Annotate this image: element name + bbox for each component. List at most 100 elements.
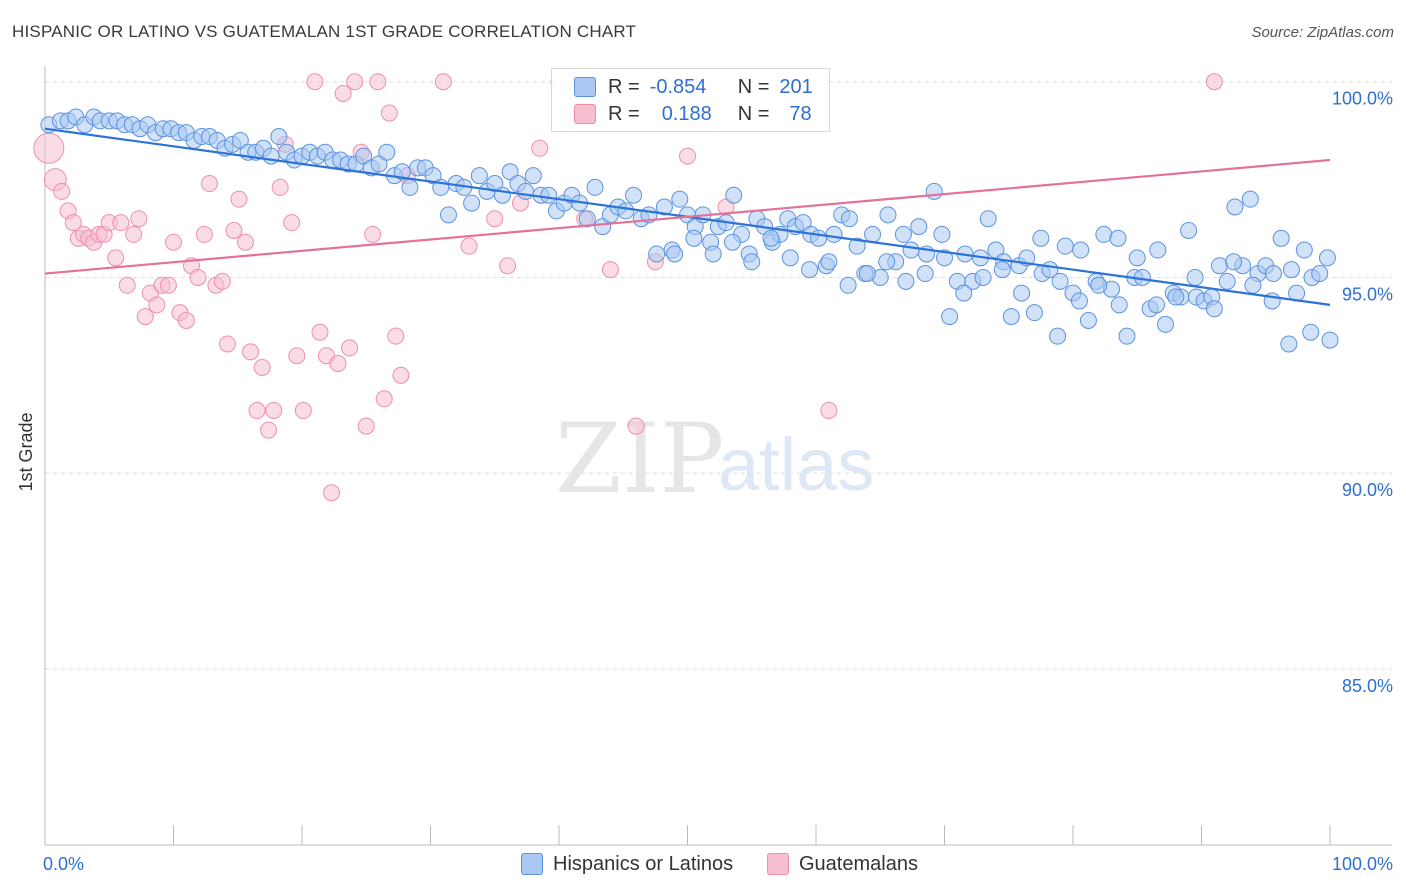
hispanics-point [1167, 288, 1185, 306]
guatemalans-point [346, 73, 364, 91]
legend-r-value: 0.188 [661, 102, 712, 125]
guatemalans-point [499, 257, 517, 275]
hispanics-point [1218, 272, 1236, 290]
hispanics-point [825, 225, 843, 243]
legend-r-value: -0.854 [649, 75, 707, 98]
y-tick-label: 90.0% [1342, 480, 1393, 500]
guatemalans-point [242, 343, 260, 361]
source-label: Source: ZipAtlas.com [1251, 24, 1394, 41]
legend-row-guatemalans: R = 0.188 N = 78 [574, 102, 812, 126]
hispanics-point [1321, 331, 1339, 349]
guatemalans-point [341, 339, 359, 357]
guatemalans-point [323, 484, 341, 502]
guatemalans-point [679, 147, 696, 165]
guatemalans-point [306, 73, 324, 91]
hispanics-point [486, 175, 504, 193]
hispanics-point [1241, 190, 1259, 208]
hispanics-point [979, 210, 997, 228]
hispanics-point [439, 206, 457, 224]
guatemalans-point [218, 335, 236, 353]
guatemalans-point [329, 355, 347, 373]
guatemalans-point [271, 178, 289, 196]
guatemalans-point [460, 237, 478, 255]
y-tick-label: 95.0% [1342, 284, 1393, 304]
guatemalans-point [364, 225, 382, 243]
guatemalans-point [627, 417, 645, 435]
hispanics-point [1264, 265, 1282, 283]
guatemalans-point [112, 214, 130, 232]
hispanics-point [879, 206, 897, 224]
hispanics-point [1109, 229, 1127, 247]
guatemalans-point [253, 358, 271, 376]
hispanics-point [685, 229, 703, 247]
hispanics-point [1079, 312, 1097, 330]
hispanics-point [1056, 237, 1074, 255]
hispanics-point [1072, 241, 1090, 259]
guatemalans-point [486, 210, 504, 228]
x-tick-label: 100.0% [1332, 854, 1393, 874]
hispanics-point [586, 178, 604, 196]
hispanics-point [262, 147, 280, 165]
guatemalans-point [53, 182, 71, 200]
hispanics-point [993, 261, 1011, 279]
hispanics-point [848, 237, 866, 255]
hispanics-point [355, 147, 373, 165]
hispanics-point [1149, 241, 1167, 259]
watermark-atlas: atlas [718, 423, 874, 506]
bottom-legend-guatemalans[interactable]: Guatemalans [767, 852, 918, 876]
hispanics-point [1049, 327, 1067, 345]
hispanics-point [1157, 315, 1175, 333]
legend-n-label: N = [737, 75, 770, 98]
hispanics-point [878, 253, 896, 271]
guatemalans-point [189, 268, 207, 286]
hispanics-point [1070, 292, 1088, 310]
x-tick-label: 0.0% [43, 854, 84, 874]
hispanics-point [1282, 261, 1300, 279]
guatemalans-point [601, 261, 619, 279]
hispanics-point [894, 225, 912, 243]
hispanics-point [810, 229, 828, 247]
guatemalans-point [177, 312, 195, 330]
bottom-legend-swatch-blue [521, 853, 543, 875]
guatemalans-point [64, 214, 82, 232]
y-axis-label: 1st Grade [16, 412, 36, 492]
hispanics-point [424, 167, 442, 185]
guatemalans-point [531, 139, 549, 157]
y-tick-label: 100.0% [1332, 89, 1393, 109]
guatemalans-point [195, 225, 213, 243]
hispanics-point [1244, 276, 1262, 294]
guatemalans-point [260, 421, 278, 439]
guatemalans-trend-line [44, 158, 1331, 275]
guatemalans-point [369, 73, 387, 91]
guatemalans-point [248, 402, 266, 420]
hispanics-point [370, 155, 388, 173]
hispanics-point [1025, 304, 1043, 322]
hispanics-point [801, 261, 819, 279]
hispanics-point [762, 229, 780, 247]
guatemalans-point [33, 132, 65, 164]
hispanics-point [955, 284, 973, 302]
tick-labels: 100.0% 95.0% 90.0% 85.0% 0.0% 100.0% [43, 89, 1393, 874]
hispanics-point [1311, 265, 1329, 283]
guatemalans-point [1205, 73, 1223, 91]
hispanics-point [401, 178, 419, 196]
hispanics-point [933, 225, 951, 243]
guatemalans-point [136, 308, 154, 326]
hispanics-point [1302, 323, 1320, 341]
hispanics-point [1090, 276, 1108, 294]
legend-swatch-blue [574, 77, 596, 97]
hispanics-point [463, 194, 481, 212]
guatemalans-point [148, 296, 166, 314]
hispanics-point [1272, 229, 1290, 247]
bottom-legend-hispanics[interactable]: Hispanics or Latinos [521, 852, 733, 876]
hispanics-point [1128, 249, 1146, 267]
grid-lines [45, 81, 1392, 670]
legend-n-label: N = [737, 102, 770, 125]
guatemalans-point [375, 390, 393, 408]
axes [44, 66, 1392, 846]
guatemalans-point [434, 73, 452, 91]
guatemalans-point [236, 233, 254, 251]
legend-swatch-pink [574, 104, 596, 124]
hispanics-point [625, 186, 643, 204]
